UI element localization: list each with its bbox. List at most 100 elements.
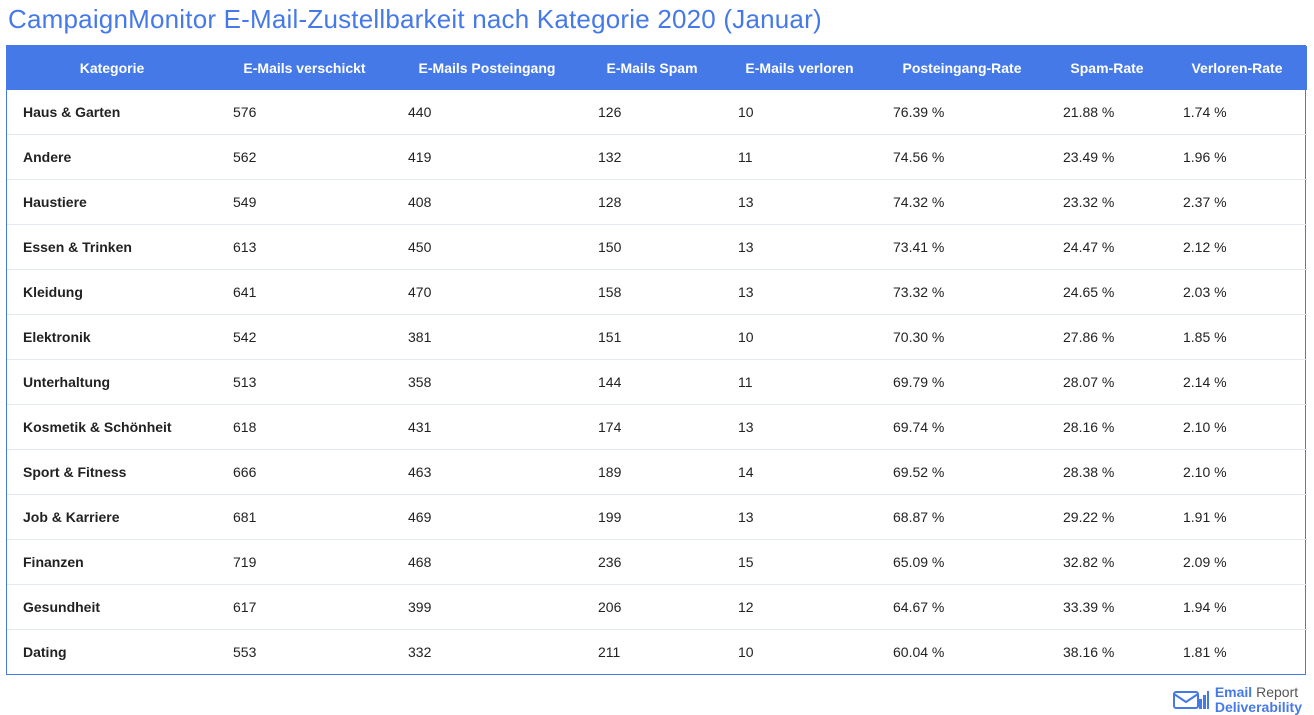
value-cell: 21.88 % [1047,90,1167,135]
page-title: CampaignMonitor E-Mail-Zustellbarkeit na… [0,0,1314,45]
value-cell: 2.10 % [1167,405,1307,450]
data-table-container: Kategorie E-Mails verschickt E-Mails Pos… [6,45,1306,675]
value-cell: 381 [392,315,582,360]
value-cell: 450 [392,225,582,270]
value-cell: 1.74 % [1167,90,1307,135]
value-cell: 576 [217,90,392,135]
value-cell: 2.10 % [1167,450,1307,495]
col-header: E-Mails Spam [582,46,722,90]
value-cell: 13 [722,225,877,270]
value-cell: 562 [217,135,392,180]
value-cell: 189 [582,450,722,495]
value-cell: 2.12 % [1167,225,1307,270]
value-cell: 150 [582,225,722,270]
value-cell: 28.38 % [1047,450,1167,495]
table-row: Finanzen7194682361565.09 %32.82 %2.09 % [7,540,1307,585]
col-header: Kategorie [7,46,217,90]
brand-logo-text: Email Report Deliverability [1215,685,1302,714]
value-cell: 24.47 % [1047,225,1167,270]
value-cell: 32.82 % [1047,540,1167,585]
table-body: Haus & Garten5764401261076.39 %21.88 %1.… [7,90,1307,674]
value-cell: 14 [722,450,877,495]
value-cell: 13 [722,405,877,450]
brand-logo: Email Report Deliverability [6,675,1306,715]
table-row: Job & Karriere6814691991368.87 %29.22 %1… [7,495,1307,540]
value-cell: 27.86 % [1047,315,1167,360]
col-header: Spam-Rate [1047,46,1167,90]
value-cell: 73.32 % [877,270,1047,315]
value-cell: 399 [392,585,582,630]
value-cell: 681 [217,495,392,540]
value-cell: 28.16 % [1047,405,1167,450]
value-cell: 211 [582,630,722,675]
value-cell: 440 [392,90,582,135]
table-row: Unterhaltung5133581441169.79 %28.07 %2.1… [7,360,1307,405]
value-cell: 468 [392,540,582,585]
col-header: Posteingang-Rate [877,46,1047,90]
value-cell: 128 [582,180,722,225]
value-cell: 641 [217,270,392,315]
value-cell: 11 [722,360,877,405]
category-cell: Haus & Garten [7,90,217,135]
table-row: Andere5624191321174.56 %23.49 %1.96 % [7,135,1307,180]
value-cell: 23.49 % [1047,135,1167,180]
value-cell: 666 [217,450,392,495]
logo-word-report: Report [1256,684,1298,700]
category-cell: Job & Karriere [7,495,217,540]
category-cell: Dating [7,630,217,675]
col-header: Verloren-Rate [1167,46,1307,90]
logo-word-deliverability: Deliverability [1215,700,1302,715]
value-cell: 38.16 % [1047,630,1167,675]
table-row: Elektronik5423811511070.30 %27.86 %1.85 … [7,315,1307,360]
value-cell: 74.56 % [877,135,1047,180]
value-cell: 2.03 % [1167,270,1307,315]
table-row: Kleidung6414701581373.32 %24.65 %2.03 % [7,270,1307,315]
col-header: E-Mails Posteingang [392,46,582,90]
value-cell: 553 [217,630,392,675]
col-header: E-Mails verloren [722,46,877,90]
value-cell: 174 [582,405,722,450]
table-row: Kosmetik & Schönheit6184311741369.74 %28… [7,405,1307,450]
value-cell: 617 [217,585,392,630]
value-cell: 64.67 % [877,585,1047,630]
deliverability-table: Kategorie E-Mails verschickt E-Mails Pos… [7,46,1307,674]
category-cell: Finanzen [7,540,217,585]
value-cell: 463 [392,450,582,495]
value-cell: 549 [217,180,392,225]
value-cell: 28.07 % [1047,360,1167,405]
value-cell: 70.30 % [877,315,1047,360]
value-cell: 2.37 % [1167,180,1307,225]
value-cell: 1.91 % [1167,495,1307,540]
value-cell: 542 [217,315,392,360]
value-cell: 719 [217,540,392,585]
value-cell: 15 [722,540,877,585]
category-cell: Haustiere [7,180,217,225]
table-row: Dating5533322111060.04 %38.16 %1.81 % [7,630,1307,675]
value-cell: 68.87 % [877,495,1047,540]
value-cell: 358 [392,360,582,405]
value-cell: 126 [582,90,722,135]
value-cell: 69.52 % [877,450,1047,495]
value-cell: 23.32 % [1047,180,1167,225]
table-row: Essen & Trinken6134501501373.41 %24.47 %… [7,225,1307,270]
value-cell: 29.22 % [1047,495,1167,540]
value-cell: 470 [392,270,582,315]
category-cell: Sport & Fitness [7,450,217,495]
value-cell: 1.85 % [1167,315,1307,360]
value-cell: 618 [217,405,392,450]
value-cell: 60.04 % [877,630,1047,675]
category-cell: Unterhaltung [7,360,217,405]
value-cell: 469 [392,495,582,540]
value-cell: 206 [582,585,722,630]
table-row: Haustiere5494081281374.32 %23.32 %2.37 % [7,180,1307,225]
value-cell: 144 [582,360,722,405]
envelope-chart-icon [1173,685,1209,715]
table-row: Gesundheit6173992061264.67 %33.39 %1.94 … [7,585,1307,630]
value-cell: 76.39 % [877,90,1047,135]
value-cell: 1.96 % [1167,135,1307,180]
value-cell: 158 [582,270,722,315]
value-cell: 10 [722,630,877,675]
value-cell: 13 [722,270,877,315]
category-cell: Elektronik [7,315,217,360]
value-cell: 12 [722,585,877,630]
